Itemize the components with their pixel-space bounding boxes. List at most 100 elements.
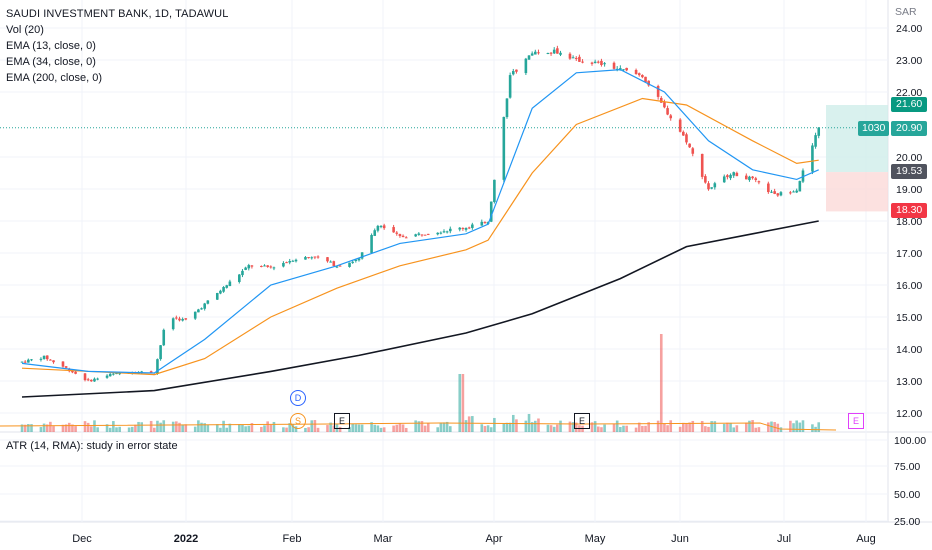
volume-bar	[382, 427, 386, 432]
candle-body	[392, 227, 395, 233]
volume-bar	[480, 424, 484, 432]
time-axis: Dec 2022 Feb Mar Apr May Jun Jul Aug	[72, 533, 876, 545]
candle-body	[304, 257, 307, 260]
candle-body	[86, 379, 90, 381]
earnings-marker[interactable]: E	[574, 413, 590, 429]
volume-bar	[71, 424, 74, 432]
candle-body	[458, 227, 462, 230]
volume-tag: 1030	[858, 121, 890, 136]
atr-legend[interactable]: ATR (14, RMA): study in error state	[6, 440, 178, 452]
candle-body	[659, 97, 663, 103]
candle-body	[814, 135, 817, 147]
volume-bar	[445, 421, 449, 432]
volume-bar	[288, 423, 292, 432]
volume-bar	[559, 420, 562, 432]
volume-bar	[23, 424, 27, 432]
candle-body	[685, 134, 688, 143]
volume-bar	[669, 420, 673, 432]
candle-body	[219, 290, 222, 294]
volume-bar	[448, 426, 452, 432]
candle-body	[464, 228, 468, 230]
candle-body	[260, 265, 263, 267]
atr-pane: 100.00 75.00 50.00 25.00	[894, 435, 926, 528]
volume-bar	[729, 422, 732, 432]
candle-body	[770, 191, 773, 193]
volume-bar	[294, 426, 298, 432]
symbol-title[interactable]: SAUDI INVESTMENT BANK, 1D, TADAWUL	[6, 8, 229, 20]
volume-bar	[656, 420, 660, 432]
candle-body	[329, 261, 332, 263]
candle-body	[395, 232, 399, 234]
volume-bar	[200, 422, 203, 432]
candle-body	[307, 257, 310, 259]
volume-bar	[67, 422, 71, 432]
volume-bar	[483, 426, 487, 432]
candle-body	[461, 227, 465, 229]
volume-bar	[134, 424, 137, 432]
candle-body	[811, 145, 814, 172]
candle-body	[505, 98, 509, 118]
candle-body	[215, 293, 219, 300]
volume-bar	[329, 422, 332, 432]
candle-body	[30, 359, 33, 361]
volume-bar	[203, 423, 206, 432]
volume-bar	[619, 427, 622, 432]
legend-item-ema13[interactable]: EMA (13, close, 0)	[6, 40, 96, 52]
price-tick-label: 12.00	[896, 408, 922, 420]
candle-body	[115, 372, 118, 375]
candle-body	[149, 371, 153, 374]
volume-bar	[644, 425, 647, 432]
candle-body	[581, 61, 584, 63]
earnings-marker[interactable]: E	[334, 413, 350, 429]
earnings-future-marker[interactable]: E	[848, 413, 864, 429]
candle-body	[332, 261, 336, 266]
volume-bar	[593, 421, 597, 432]
candle-body	[817, 127, 821, 136]
volume-bar	[663, 423, 666, 432]
volume-bar	[351, 423, 354, 432]
volume-bar	[30, 424, 33, 432]
legend-item-ema200[interactable]: EMA (200, close, 0)	[6, 72, 102, 84]
volume-bar	[61, 424, 65, 432]
candle-body	[489, 201, 493, 222]
candle-body	[225, 285, 229, 288]
volume-bar	[228, 423, 232, 432]
candle-body	[647, 80, 650, 86]
candle-body	[23, 361, 27, 363]
candle-body	[795, 190, 798, 193]
candle-body	[612, 62, 616, 69]
legend-item-vol[interactable]: Vol (20)	[6, 24, 44, 36]
stop-zone	[826, 172, 888, 212]
legend-item-ema34[interactable]: EMA (34, close, 0)	[6, 56, 96, 68]
volume-bar	[127, 427, 131, 432]
candle-body	[546, 52, 550, 54]
split-marker[interactable]: S	[290, 413, 306, 429]
volume-bar	[272, 421, 276, 432]
volume-bar	[502, 423, 506, 432]
candle-body	[571, 57, 575, 59]
volume-bar	[530, 422, 534, 432]
candle-body	[467, 227, 471, 229]
candle-body	[360, 252, 364, 259]
volume-bar	[710, 421, 713, 432]
volume-bar	[700, 421, 704, 432]
candle-body	[537, 52, 540, 54]
volume-bar	[307, 427, 310, 432]
volume-bar	[682, 422, 685, 432]
volume-bar	[266, 421, 269, 432]
candle-body	[222, 287, 225, 292]
candle-body	[480, 221, 484, 226]
candle-body	[228, 281, 232, 287]
candle-body	[511, 71, 515, 75]
candle-body	[471, 224, 474, 228]
volume-bar	[20, 424, 24, 432]
volume-bar	[86, 422, 90, 432]
candle-body	[527, 55, 531, 60]
candle-body	[767, 183, 770, 193]
volume-bar	[423, 425, 427, 432]
dividend-marker[interactable]: D	[290, 390, 306, 406]
candle-body	[744, 175, 748, 180]
volume-bar	[612, 424, 616, 432]
volume-bar	[96, 427, 99, 432]
